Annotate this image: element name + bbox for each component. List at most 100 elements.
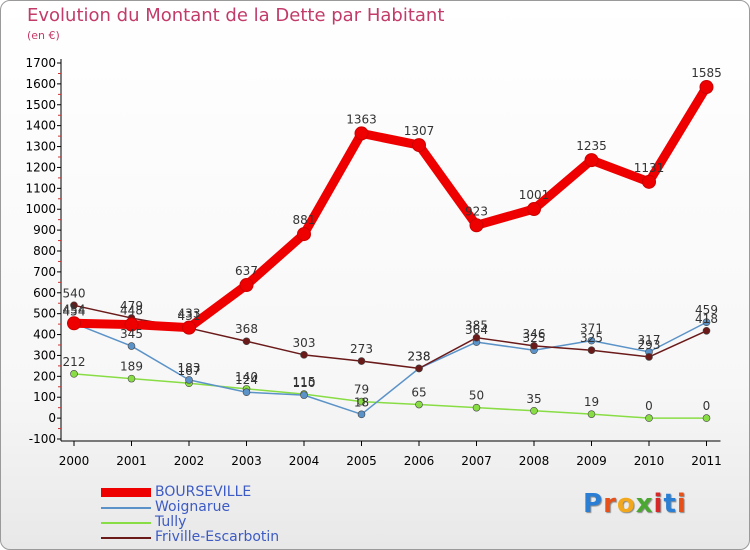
data-label: 371 xyxy=(580,322,603,336)
data-label: 212 xyxy=(63,355,86,369)
data-label: 479 xyxy=(120,299,143,313)
data-point xyxy=(242,388,251,397)
data-label: 459 xyxy=(695,303,718,317)
data-label: 189 xyxy=(120,360,143,374)
data-label: 923 xyxy=(465,204,488,218)
data-point xyxy=(699,80,714,95)
legend-label: Friville-Escarbotin xyxy=(155,529,280,545)
data-label: 35 xyxy=(526,392,541,406)
y-tick-label: 1100 xyxy=(25,181,56,195)
data-point xyxy=(587,346,596,355)
data-point xyxy=(472,333,481,342)
proxiti-logo: Proxiti xyxy=(583,489,687,519)
data-label: 454 xyxy=(63,304,86,318)
data-label: 454 xyxy=(63,302,86,316)
data-point xyxy=(415,364,423,373)
y-tick-label: 1300 xyxy=(25,140,56,154)
chart-unit: (en €) xyxy=(27,29,60,42)
chart-title: Evolution du Montant de la Dette par Hab… xyxy=(27,5,445,26)
y-tick-label: 1500 xyxy=(25,98,56,112)
y-tick-label: 200 xyxy=(33,369,56,383)
data-label: 238 xyxy=(408,349,431,363)
data-point xyxy=(70,301,78,310)
data-point xyxy=(527,202,541,217)
data-point xyxy=(297,227,311,242)
data-label: 325 xyxy=(580,331,603,345)
data-label: 368 xyxy=(235,322,258,336)
data-label: 79 xyxy=(354,383,369,397)
x-tick-label: 2002 xyxy=(174,454,205,468)
legend-swatch xyxy=(101,488,151,497)
data-label: 1235 xyxy=(576,139,607,153)
series-line-bourseville xyxy=(69,82,711,333)
data-label: 540 xyxy=(63,286,86,300)
data-point xyxy=(182,320,196,335)
data-point xyxy=(645,414,653,422)
x-tick-label: 2007 xyxy=(461,454,492,468)
y-tick-label: 0 xyxy=(48,411,56,425)
logo-letter: o xyxy=(616,489,636,519)
data-label: 431 xyxy=(178,309,201,323)
x-tick-label: 2011 xyxy=(691,454,722,468)
data-point xyxy=(67,316,81,331)
data-label: 110 xyxy=(293,376,316,390)
data-label: 238 xyxy=(408,349,431,363)
data-point xyxy=(645,353,653,361)
x-tick-label: 2003 xyxy=(231,454,262,468)
data-point xyxy=(127,374,136,383)
data-point xyxy=(587,410,596,418)
data-point xyxy=(584,153,599,168)
data-label: 418 xyxy=(695,312,718,326)
y-tick-label: 600 xyxy=(33,286,56,300)
y-tick-label: 1700 xyxy=(25,56,56,70)
y-tick-label: 700 xyxy=(33,265,56,279)
logo-letter: P xyxy=(583,489,604,519)
data-label: 385 xyxy=(465,319,488,333)
y-tick-label: 1600 xyxy=(25,77,56,91)
x-tick-label: 2005 xyxy=(346,454,377,468)
data-label: 364 xyxy=(465,323,488,337)
data-label: 1001 xyxy=(519,188,550,202)
y-tick-label: -100 xyxy=(29,432,56,446)
y-tick-label: 1400 xyxy=(25,119,56,133)
data-point xyxy=(530,406,538,415)
data-label: 317 xyxy=(638,333,661,347)
logo-letter: t xyxy=(663,489,677,519)
chart-plot-area: 454 448 433 637 881 1363 1307 923 1001 1235 1131 15… xyxy=(63,66,722,422)
x-tick-label: 2008 xyxy=(519,454,550,468)
y-tick-label: 100 xyxy=(33,390,56,404)
data-label: 65 xyxy=(411,386,426,400)
y-tick-label: 300 xyxy=(33,348,56,362)
data-label: 1585 xyxy=(691,66,722,80)
logo-letter: i xyxy=(676,489,687,519)
legend-swatch xyxy=(101,537,151,539)
data-label: 273 xyxy=(350,342,373,356)
legend-swatch xyxy=(101,507,151,509)
data-point xyxy=(354,126,369,141)
data-label: 167 xyxy=(178,364,201,378)
data-point xyxy=(242,337,251,346)
data-label: 18 xyxy=(354,395,369,409)
legend-label: Tully xyxy=(155,514,187,530)
data-label: 433 xyxy=(178,307,201,321)
data-point xyxy=(415,400,423,409)
data-label: 0 xyxy=(645,399,653,413)
series-line-woignarue xyxy=(73,321,708,416)
x-tick-label: 2001 xyxy=(116,454,147,468)
data-point xyxy=(530,342,538,350)
x-tick-label: 2006 xyxy=(404,454,435,468)
y-tick-label: 1000 xyxy=(25,202,56,216)
data-label: 303 xyxy=(293,336,316,350)
y-tick-label: 400 xyxy=(33,328,56,342)
data-point xyxy=(357,397,366,406)
legend-label: BOURSEVILLE xyxy=(155,484,252,500)
data-point xyxy=(469,218,484,233)
data-point xyxy=(127,342,136,350)
data-point xyxy=(587,336,596,345)
data-label: 448 xyxy=(120,304,143,318)
legend-swatch xyxy=(101,522,151,524)
x-tick-label: 2000 xyxy=(59,454,90,468)
data-label: 881 xyxy=(293,213,316,227)
